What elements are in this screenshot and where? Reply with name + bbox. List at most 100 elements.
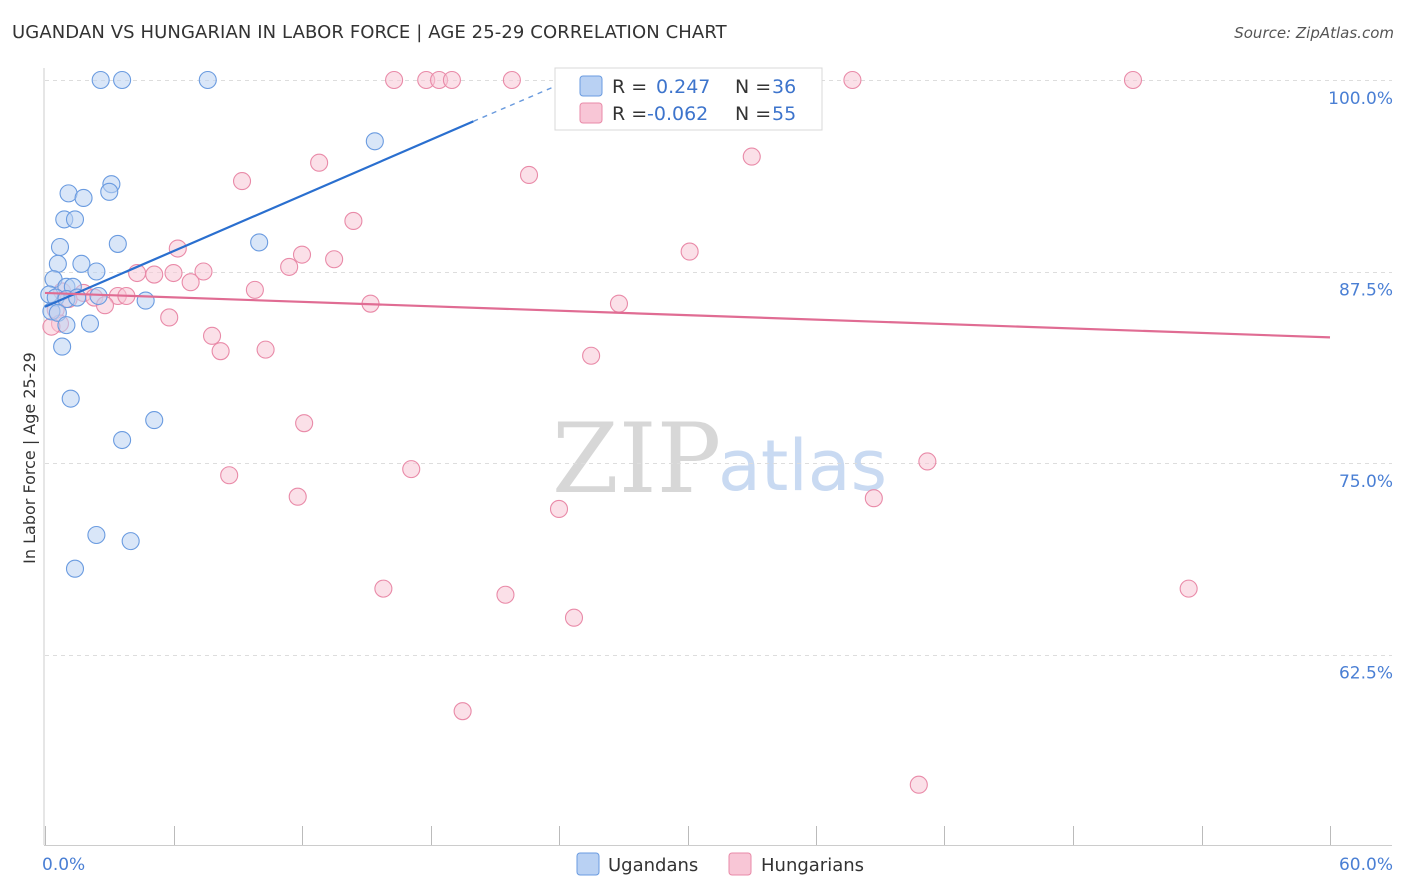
trend-lines [44, 79, 1331, 339]
legend: Ugandans Hungarians [576, 852, 864, 876]
hungarians-stat-swatch [579, 102, 603, 124]
ugandans-point-31 [145, 411, 164, 430]
hungarians-point-43 [295, 414, 314, 433]
hungarians-point-3 [442, 70, 461, 90]
ugandans-point-14 [72, 254, 91, 273]
hungarians-point-50 [374, 579, 393, 598]
ugandans-point-6 [100, 182, 119, 201]
hungarians-point-0 [385, 70, 404, 90]
ugandans-point-7 [74, 188, 93, 208]
hungarians-point-14 [344, 211, 363, 230]
hungarians-n-value: 55 [772, 103, 796, 125]
ugandans-point-4 [59, 184, 78, 203]
ugandans-point-35 [65, 559, 85, 578]
hungarians-point-48 [864, 489, 883, 508]
hungarians-point-36 [160, 308, 179, 327]
y-tick-label-0: 100.0% [1328, 89, 1393, 109]
hungarians-point-21 [145, 265, 164, 284]
hungarians-point-52 [1179, 579, 1198, 598]
hungarians-point-12 [519, 165, 539, 185]
hungarians-point-44 [402, 460, 421, 479]
hungarians-point-18 [325, 250, 344, 269]
hungarians-point-9 [1123, 70, 1143, 90]
legend-swatch-ugandans [576, 852, 600, 876]
hungarians-point-11 [310, 153, 329, 172]
hungarians-point-39 [203, 326, 222, 345]
watermark-atlas: atlas [718, 425, 887, 507]
ugandans-point-9 [65, 210, 85, 229]
hungarians-point-20 [194, 262, 213, 281]
x-tick-label-0: 0.0% [42, 855, 85, 875]
y-tick-label-2: 75.0% [1339, 472, 1393, 492]
y-tick-label-1: 87.5% [1339, 281, 1393, 301]
y-tick-label-3: 62.5% [1339, 664, 1393, 684]
ugandans-point-34 [121, 532, 140, 551]
hungarians-point-16 [292, 245, 312, 264]
ugandans-r-value: 0.247 [656, 76, 710, 98]
hungarians-point-54 [453, 702, 472, 721]
watermark-zip: ZIP [552, 403, 721, 515]
hungarians-point-25 [245, 280, 264, 299]
x-tick-label-1: 60.0% [1339, 855, 1393, 875]
ugandans-point-29 [53, 337, 72, 356]
gridlines [45, 80, 1392, 656]
ugandans-r-label: R = [612, 76, 647, 98]
ugandans-point-30 [61, 389, 80, 408]
legend-swatch-hungarians [728, 852, 752, 876]
hungarians-point-55 [909, 775, 928, 794]
ugandans-n-label: N = [735, 76, 771, 98]
source-label: Source: ZipAtlas.com [1234, 24, 1394, 42]
ugandans-point-22 [68, 288, 87, 307]
hungarians-point-42 [582, 346, 601, 365]
tick-labels: 100.0% 87.5% 75.0% 62.5% 0.0% 60.0% [42, 89, 1393, 875]
legend-label-hungarians: Hungarians [761, 855, 864, 876]
chart-title: UGANDAN VS HUNGARIAN IN LABOR FORCE | AG… [12, 22, 727, 43]
hungarians-point-24 [181, 273, 200, 292]
ugandans-point-27 [57, 316, 76, 335]
legend-label-ugandans: Ugandans [608, 855, 698, 876]
ugandans-trend-line [44, 120, 474, 308]
hungarians-point-45 [220, 466, 239, 485]
hungarians-point-41 [211, 342, 230, 361]
ugandans-stat-swatch [579, 75, 603, 97]
axes [43, 68, 1392, 846]
hungarians-point-40 [256, 340, 275, 359]
stats-box: R = 0.247 N = 36 R = -0.062 N = 55 [554, 67, 823, 131]
hungarians-point-47 [288, 487, 307, 506]
ugandans-point-3 [365, 132, 384, 151]
hungarians-point-33 [609, 294, 629, 313]
hungarians-point-22 [164, 263, 183, 283]
hungarians-point-10 [742, 147, 761, 166]
ugandans-point-24 [136, 291, 155, 310]
hungarians-point-8 [843, 70, 862, 90]
ugandans-point-26 [48, 303, 67, 322]
watermark: ZIP atlas [552, 403, 887, 515]
hungarians-point-51 [496, 585, 515, 604]
ugandans-point-28 [80, 314, 100, 333]
ugandans-point-11 [108, 234, 127, 253]
hungarians-point-19 [280, 257, 299, 276]
hungarians-n-label: N = [735, 103, 771, 125]
ugandans-point-12 [250, 233, 269, 252]
hungarians-point-53 [564, 608, 584, 627]
ugandans-point-1 [113, 70, 132, 90]
ugandans-point-2 [198, 70, 217, 90]
hungarians-r-value: -0.062 [647, 103, 708, 125]
ugandans-n-value: 36 [772, 76, 796, 98]
ugandans-point-13 [48, 254, 67, 273]
ugandans-point-33 [87, 525, 106, 545]
hungarians-point-49 [549, 499, 569, 519]
hungarians-point-46 [918, 452, 937, 471]
hungarians-point-4 [502, 70, 521, 90]
ugandans-point-10 [50, 237, 70, 257]
ugandans-point-32 [113, 430, 132, 450]
ugandans-point-15 [87, 262, 106, 281]
ugandans-trend-extension [473, 79, 570, 123]
hungarians-trend-line [44, 291, 1331, 339]
ugandans-point-0 [91, 70, 110, 90]
y-axis-label: In Labor Force | Age 25-29 [20, 352, 39, 564]
hungarians-point-13 [232, 172, 252, 191]
hungarians-point-17 [680, 242, 699, 261]
hungarians-r-label: R = [612, 103, 647, 125]
